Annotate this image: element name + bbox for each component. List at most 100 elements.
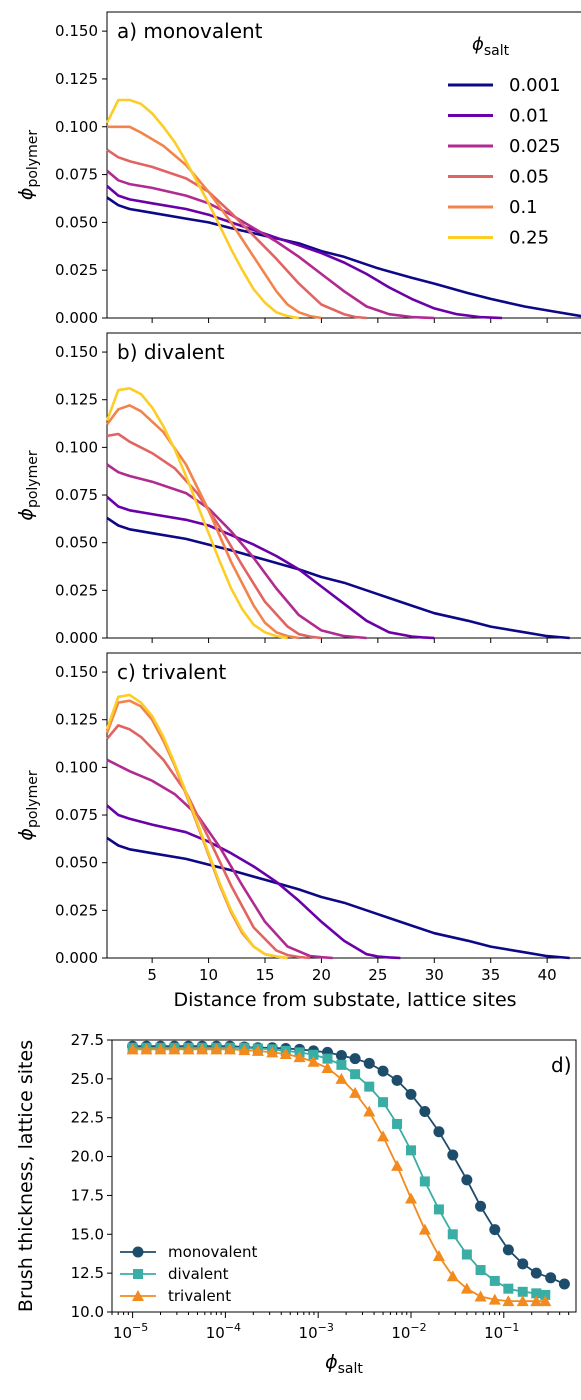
legend-marker [133,1269,143,1279]
data-point [363,1057,375,1069]
data-point [210,1043,223,1055]
data-point [154,1043,167,1055]
data-point [418,1223,431,1235]
data-point [196,1043,209,1055]
data-point [447,1149,459,1161]
x-tick-label: 10 [199,966,218,984]
x-tick-base: 10 [299,1324,318,1342]
x-tick-label: 40 [538,966,557,984]
legend-label: 0.25 [509,228,549,249]
data-point [251,1044,264,1056]
series-line-0.25 [105,693,288,960]
x-tick-exponent: −2 [410,1321,426,1334]
y-axis-label: ϕpolymer [15,450,41,520]
data-point [266,1046,279,1058]
series-line-0.1 [105,404,300,640]
data-point [321,1061,334,1073]
y-axis-label-sub: polymer [25,450,41,508]
x-tick-label: 10−2 [391,1321,426,1342]
data-point [503,1283,514,1294]
data-point [363,1105,376,1117]
x-tick-exponent: −3 [318,1321,334,1334]
series-line-0.05 [106,148,367,320]
data-point [336,1059,347,1070]
y-axis-label: ϕpolymer [15,770,41,840]
data-point [308,1049,319,1060]
data-point [307,1055,320,1067]
y-tick-label: 0.075 [55,166,98,184]
x-tick-label: 35 [481,966,500,984]
panel-d: 10.012.515.017.520.022.525.027.510−5 10−4… [15,1031,577,1377]
data-point [293,1051,306,1063]
y-tick-label: 0.100 [55,758,98,776]
series-line-0.01 [106,804,401,960]
data-point [474,1290,487,1302]
y-tick-label: 22.5 [71,1109,104,1127]
y-tick-label: 0.025 [55,581,98,599]
x-axis-label: ϕsalt [325,1351,363,1377]
y-tick-label: 20.0 [71,1148,104,1166]
data-point [392,1118,403,1129]
data-point [460,1282,473,1294]
x-tick-label: 10−4 [206,1321,241,1342]
data-point [502,1295,515,1307]
x-tick-label: 10−1 [484,1321,519,1342]
legend-title-main: ϕ [472,34,484,55]
y-tick-label: 17.5 [71,1186,104,1204]
y-tick-label: 27.5 [71,1031,104,1049]
y-tick-label: 0.075 [55,806,98,824]
y-tick-label: 12.5 [71,1264,104,1282]
data-point [404,1192,417,1204]
legend-title-sub: salt [484,43,510,59]
data-point [539,1295,552,1307]
data-point [335,1072,348,1084]
y-axis-label: ϕpolymer [15,130,41,200]
y-tick-label: 0.050 [55,854,98,872]
panel-b: 0.000 0.025 0.050 0.075 0.100 0.125 0.150 ϕpoly… [15,332,581,647]
data-point [223,1043,236,1055]
data-point [349,1053,361,1065]
y-axis-label: Brush thickness, lattice sites [15,1040,37,1312]
data-point [377,1065,389,1077]
data-point [391,1074,403,1086]
y-tick-label: 0.100 [55,438,98,456]
y-tick-label: 0.000 [55,949,98,967]
data-point [433,1204,444,1215]
data-point [489,1224,501,1236]
data-point [391,1159,404,1171]
y-tick-label: 0.000 [55,309,98,327]
axes-frame [106,332,581,639]
data-point [349,1086,362,1098]
x-tick-label: 10−5 [113,1321,148,1342]
data-point [419,1176,430,1187]
legend: monovalent divalent trivalent [120,1243,257,1305]
y-tick-label: 0.125 [55,391,98,409]
y-tick-label: 0.000 [55,629,98,647]
series-line-0.025 [106,463,367,640]
x-tick-label: 25 [368,966,387,984]
data-point [530,1267,542,1279]
y-tick-label: 0.125 [55,711,98,729]
y-axis-label-group: Brush thickness, lattice sites [15,1040,37,1312]
data-point [238,1044,251,1056]
series-line-0.25 [105,98,300,320]
data-point [446,1270,459,1282]
x-tick-label: 15 [255,966,274,984]
data-point [540,1289,551,1300]
series-line-0.025 [106,169,435,320]
y-axis-label-main: ϕ [15,508,37,521]
data-point [531,1288,542,1299]
y-tick-label: 0.125 [55,70,98,88]
legend: ϕsalt 0.001 0.01 0.025 0.05 0.1 0.25 [448,34,561,249]
panel-c: 0.000 0.025 0.050 0.075 0.100 0.125 0.150 5 10 15… [15,652,581,1011]
data-point [489,1275,500,1286]
data-point [140,1043,153,1055]
y-tick-label: 10.0 [71,1303,104,1321]
y-tick-label: 0.050 [55,213,98,231]
series-line-0.001 [106,836,570,960]
y-axis-label-main: ϕ [15,828,37,841]
x-tick-base: 10 [484,1324,503,1342]
data-point [447,1229,458,1240]
legend-label: 0.1 [509,197,538,218]
